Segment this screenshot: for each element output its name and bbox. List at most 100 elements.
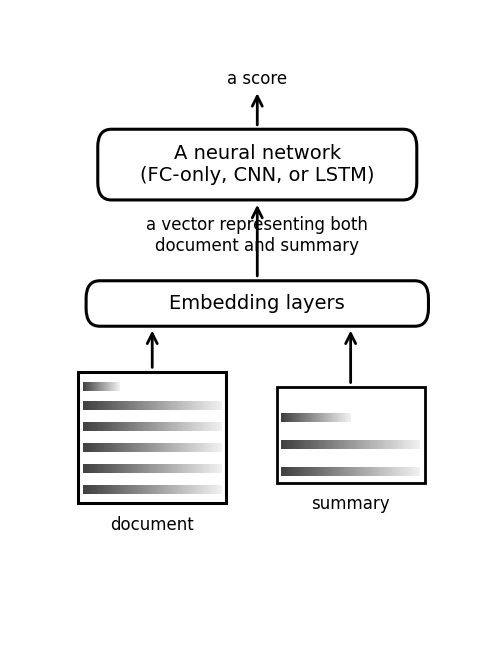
Bar xyxy=(181,485,183,495)
Bar xyxy=(171,464,173,474)
Bar xyxy=(200,443,202,453)
Text: a score: a score xyxy=(227,70,287,88)
Bar xyxy=(290,413,291,422)
Bar xyxy=(135,443,136,453)
Bar xyxy=(159,485,161,495)
Bar xyxy=(357,440,359,449)
Bar xyxy=(183,464,185,474)
Bar xyxy=(155,401,157,411)
Bar xyxy=(404,467,405,476)
Bar xyxy=(148,485,150,495)
Bar xyxy=(148,401,150,411)
Bar xyxy=(306,413,307,422)
FancyBboxPatch shape xyxy=(86,281,428,326)
Bar xyxy=(173,485,174,495)
Bar xyxy=(315,467,317,476)
Bar xyxy=(320,413,321,422)
Bar xyxy=(102,464,103,474)
Bar xyxy=(414,440,416,449)
Bar xyxy=(303,440,305,449)
Bar xyxy=(285,413,286,422)
Bar xyxy=(105,485,107,495)
Bar xyxy=(121,485,122,495)
Bar xyxy=(185,464,186,474)
Bar xyxy=(188,485,190,495)
Bar xyxy=(112,401,114,411)
Bar xyxy=(331,467,333,476)
Bar xyxy=(348,440,350,449)
Bar xyxy=(331,413,332,422)
Bar xyxy=(348,467,350,476)
Bar xyxy=(207,422,209,432)
Bar xyxy=(97,401,98,411)
Bar xyxy=(83,464,84,474)
Bar xyxy=(315,413,316,422)
Bar xyxy=(340,413,341,422)
Bar xyxy=(412,440,414,449)
Bar xyxy=(206,422,207,432)
Bar xyxy=(193,401,195,411)
Bar xyxy=(336,413,337,422)
Bar xyxy=(93,422,95,432)
Bar xyxy=(164,443,166,453)
Bar xyxy=(157,401,159,411)
Bar xyxy=(140,464,141,474)
Bar xyxy=(167,485,169,495)
Bar xyxy=(140,422,141,432)
Bar xyxy=(185,443,186,453)
Bar xyxy=(162,422,164,432)
Bar xyxy=(390,467,392,476)
Bar xyxy=(159,401,161,411)
Bar xyxy=(164,485,166,495)
Bar xyxy=(192,443,193,453)
Bar xyxy=(331,440,333,449)
Bar xyxy=(317,440,319,449)
Bar xyxy=(400,467,402,476)
Bar xyxy=(289,467,291,476)
Bar xyxy=(176,422,178,432)
Bar xyxy=(398,467,400,476)
Bar xyxy=(97,464,98,474)
Bar xyxy=(90,401,91,411)
Bar xyxy=(88,443,90,453)
Bar xyxy=(109,464,110,474)
Bar xyxy=(199,422,200,432)
Bar xyxy=(366,440,367,449)
Bar xyxy=(207,485,209,495)
Bar xyxy=(183,485,185,495)
Bar xyxy=(211,401,212,411)
Bar xyxy=(126,401,128,411)
Bar xyxy=(371,467,372,476)
Bar xyxy=(296,467,298,476)
Bar xyxy=(324,440,326,449)
Bar xyxy=(216,485,218,495)
Bar xyxy=(305,467,307,476)
Bar xyxy=(95,464,97,474)
Text: Embedding layers: Embedding layers xyxy=(169,294,345,313)
Bar xyxy=(378,467,379,476)
Bar xyxy=(176,485,178,495)
Bar xyxy=(145,443,147,453)
Bar xyxy=(326,440,328,449)
Bar xyxy=(178,422,180,432)
Bar xyxy=(152,443,154,453)
Bar xyxy=(162,464,164,474)
Bar xyxy=(276,387,424,483)
Bar xyxy=(371,440,372,449)
Bar xyxy=(324,413,325,422)
Bar xyxy=(136,485,138,495)
Bar xyxy=(112,464,114,474)
Bar xyxy=(212,422,214,432)
Bar xyxy=(303,467,305,476)
Bar xyxy=(310,413,311,422)
Bar xyxy=(417,467,419,476)
Bar xyxy=(334,467,336,476)
Bar xyxy=(308,467,310,476)
Bar xyxy=(207,443,209,453)
Bar xyxy=(284,413,285,422)
Bar xyxy=(367,467,369,476)
Bar xyxy=(212,401,214,411)
Bar xyxy=(188,401,190,411)
Bar xyxy=(364,467,366,476)
Bar xyxy=(128,422,129,432)
